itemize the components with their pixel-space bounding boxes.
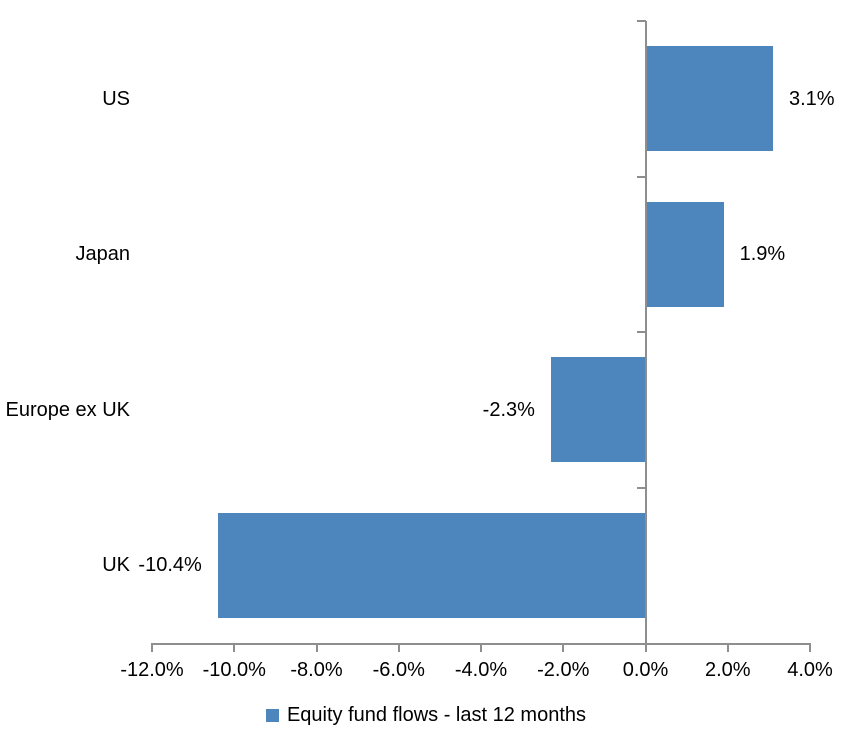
- x-axis-tick-label: -10.0%: [202, 659, 266, 681]
- x-axis-tick: [151, 643, 153, 652]
- x-axis-tick-label: 0.0%: [622, 659, 669, 681]
- legend-swatch-icon: [265, 709, 279, 722]
- x-axis-tick: [233, 643, 235, 652]
- y-axis-tick: [637, 20, 646, 22]
- bar-uk: [217, 512, 646, 618]
- legend: Equity fund flows - last 12 months: [0, 704, 852, 727]
- category-label-japan: Japan: [75, 243, 131, 266]
- y-axis-tick: [637, 487, 646, 489]
- x-axis-tick-label: -8.0%: [290, 659, 343, 681]
- x-axis-tick-label: -2.0%: [537, 659, 590, 681]
- legend-label: Equity fund flows - last 12 months: [286, 704, 587, 726]
- x-axis-tick: [316, 643, 318, 652]
- bar-japan: [645, 201, 724, 307]
- bar-europe-ex-uk: [550, 357, 646, 463]
- value-label-japan: 1.9%: [739, 243, 786, 266]
- value-label-us: 3.1%: [788, 87, 835, 110]
- x-axis-tick: [562, 643, 564, 652]
- bar-us: [645, 46, 773, 152]
- x-axis-tick: [645, 643, 647, 652]
- value-label-uk: -10.4%: [138, 554, 202, 577]
- x-axis-tick-label: -4.0%: [454, 659, 508, 681]
- category-label-us: US: [102, 87, 130, 110]
- x-axis-tick: [398, 643, 400, 652]
- x-axis-tick: [809, 643, 811, 652]
- category-label-europe-ex-uk: Europe ex UK: [5, 398, 130, 421]
- x-axis-tick-label: 4.0%: [787, 659, 833, 681]
- zero-axis-line: [645, 21, 647, 645]
- category-label-uk: UK: [102, 554, 130, 577]
- y-axis-tick: [637, 331, 646, 333]
- value-label-europe-ex-uk: -2.3%: [482, 398, 535, 421]
- x-axis-tick: [480, 643, 482, 652]
- x-axis-tick-label: -6.0%: [372, 659, 425, 681]
- x-axis-tick-label: 2.0%: [704, 659, 751, 681]
- x-axis-tick: [727, 643, 729, 652]
- y-axis-tick: [637, 176, 646, 178]
- x-axis-tick-label: -12.0%: [120, 659, 184, 681]
